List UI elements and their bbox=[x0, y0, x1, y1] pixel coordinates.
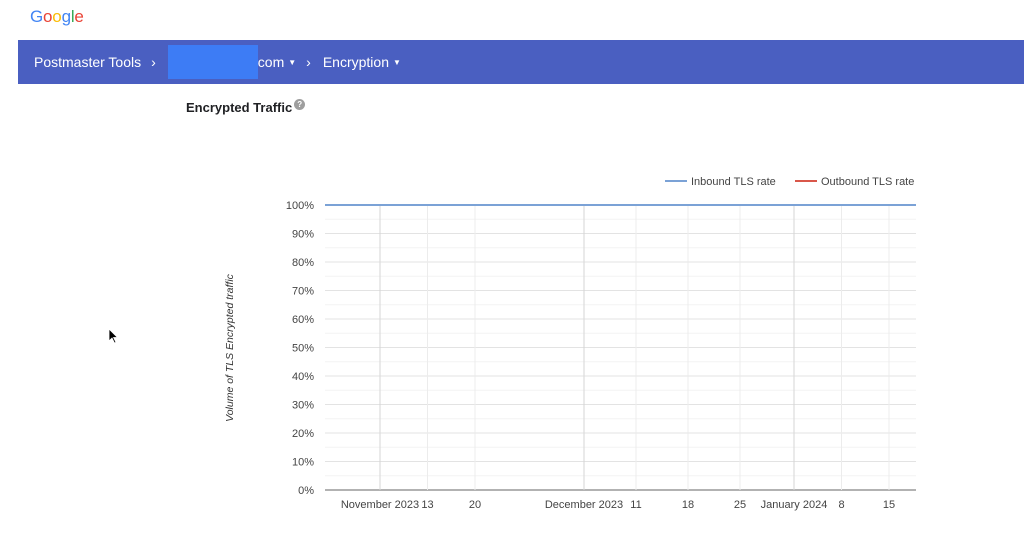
x-tick-label: 11 bbox=[630, 499, 641, 511]
chevron-right-icon: › bbox=[306, 54, 311, 70]
x-tick-label: 15 bbox=[883, 499, 895, 511]
x-tick-label: 13 bbox=[421, 499, 433, 511]
section-dropdown[interactable]: Encryption ▼ bbox=[323, 54, 401, 70]
x-tick-label: December 2023 bbox=[545, 499, 623, 511]
domain-dropdown[interactable]: com ▼ bbox=[258, 54, 296, 70]
y-tick-label: 40% bbox=[292, 371, 314, 383]
y-tick-label: 90% bbox=[292, 229, 314, 241]
section-label: Encryption bbox=[322, 54, 389, 70]
y-tick-label: 70% bbox=[292, 286, 314, 298]
y-tick-label: 10% bbox=[292, 457, 314, 469]
chevron-right-icon: › bbox=[151, 54, 156, 70]
caret-down-icon: ▼ bbox=[288, 57, 297, 67]
y-tick-label: 60% bbox=[292, 314, 314, 326]
y-tick-label: 80% bbox=[292, 257, 314, 269]
x-tick-label: 8 bbox=[838, 499, 844, 511]
breadcrumb-postmaster-tools[interactable]: Postmaster Tools bbox=[34, 54, 142, 70]
y-axis-ticks: 0% 10% 20% 30% 40% 50% 60% 70% 80% 90% 100% bbox=[286, 200, 314, 497]
logo-letter: o bbox=[52, 7, 62, 26]
x-tick-label: January 2024 bbox=[761, 499, 828, 511]
y-tick-label: 0% bbox=[298, 485, 314, 497]
logo-letter: e bbox=[74, 7, 84, 26]
chart-gridlines bbox=[325, 204, 916, 491]
domain-suffix-label: com bbox=[257, 54, 285, 70]
top-bar: Google bbox=[0, 0, 1024, 40]
page-title: Encrypted Traffic ? bbox=[186, 99, 306, 115]
x-tick-label: 20 bbox=[469, 499, 481, 511]
y-tick-label: 50% bbox=[292, 343, 314, 355]
logo-letter: G bbox=[30, 7, 44, 26]
legend-label[interactable]: Inbound TLS rate bbox=[691, 176, 776, 188]
caret-down-icon: ▼ bbox=[393, 57, 401, 67]
logo-letter: o bbox=[43, 7, 53, 26]
logo-letter: g bbox=[61, 7, 71, 26]
x-tick-label: 18 bbox=[682, 499, 694, 511]
y-tick-label: 100% bbox=[286, 200, 314, 212]
legend-label[interactable]: Outbound TLS rate bbox=[821, 176, 914, 188]
breadcrumb-nav-bar: Postmaster Tools › com ▼ › Encryption ▼ bbox=[18, 40, 1024, 84]
x-axis-ticks: November 2023 13 20 December 2023 11 18 25 Janu… bbox=[341, 499, 895, 511]
page-title-text: Encrypted Traffic bbox=[186, 100, 293, 115]
x-tick-label: November 2023 bbox=[341, 499, 419, 511]
mouse-pointer-icon bbox=[108, 328, 119, 344]
logo-letter: l bbox=[70, 7, 75, 26]
y-tick-label: 30% bbox=[292, 400, 314, 412]
chart-legend[interactable]: Inbound TLS rate Outbound TLS rate bbox=[665, 176, 914, 188]
redacted-domain bbox=[167, 45, 258, 79]
help-icon[interactable]: ? bbox=[294, 99, 306, 110]
y-tick-label: 20% bbox=[292, 428, 314, 440]
x-tick-label: 25 bbox=[734, 499, 746, 511]
y-axis-label: Volume of TLS Encrypted traffic bbox=[224, 273, 236, 422]
google-logo[interactable]: Google bbox=[30, 7, 84, 27]
